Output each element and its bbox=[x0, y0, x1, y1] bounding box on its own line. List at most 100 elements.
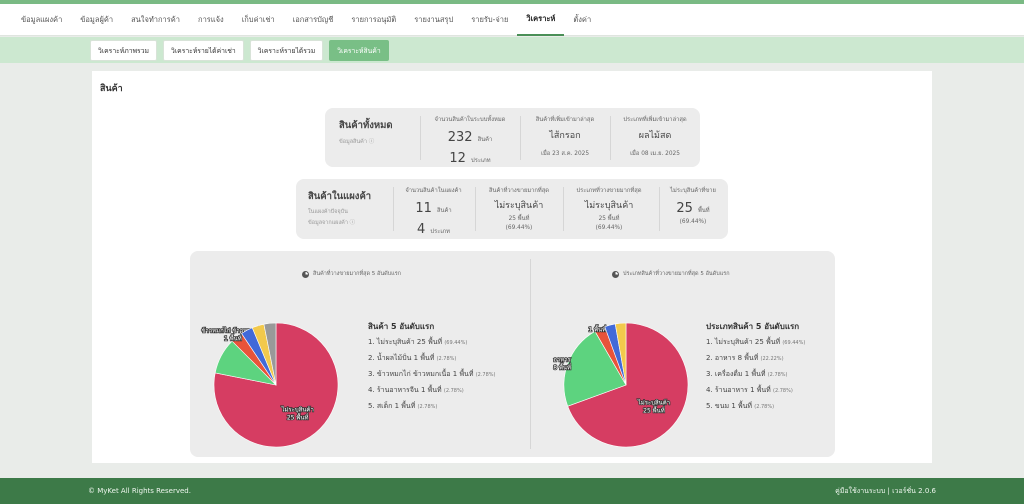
subnav-button[interactable]: วิเคราะห์รายได้รวม bbox=[249, 39, 324, 61]
divider bbox=[563, 187, 564, 231]
legend-title: สินค้า 5 อันดับแรก bbox=[368, 322, 435, 331]
chart1-legend: สินค้า 5 อันดับแรก 1. ไม่ระบุสินค้า 25 พื… bbox=[368, 320, 495, 417]
legend-rank: 3. bbox=[706, 370, 715, 378]
legend-category: ข้าวหมกไก่ ข้าวหมกเนื้อ bbox=[376, 370, 451, 378]
legend-value: 25 bbox=[754, 338, 764, 346]
subnav-button[interactable]: วิเคราะห์ภาพรวม bbox=[90, 39, 158, 61]
legend-category: น้ำผลไม้ปั่น bbox=[376, 354, 412, 362]
market-products-header: สินค้าในแผงค้า ในแผงค้าปัจจุบัน ข้อมูลจา… bbox=[308, 191, 372, 226]
pie-slice[interactable] bbox=[567, 322, 689, 448]
pie-slice-label: ไม่ระบุสินค้า bbox=[280, 405, 313, 413]
top-accent-bar bbox=[0, 0, 1024, 4]
legend-percent: (2.78%) bbox=[436, 356, 457, 362]
market-products-count: จำนวนสินค้าในแผงค้า 11 สินค้า 4 ประเภท bbox=[405, 188, 462, 237]
pie-chart-icon bbox=[612, 270, 619, 278]
legend-rank: 3. bbox=[368, 370, 377, 378]
copyright: © MyKet All Rights Reserved. bbox=[88, 487, 191, 495]
legend-rank: 2. bbox=[706, 354, 715, 362]
legend-value: 1 bbox=[452, 370, 458, 378]
pie-slice-label: ไม่ระบุสินค้า bbox=[637, 399, 670, 407]
nav-item[interactable]: เอกสารบัญชี bbox=[292, 14, 334, 24]
legend-percent: (2.78%) bbox=[773, 388, 793, 394]
legend-value: 8 bbox=[737, 354, 743, 362]
charts-divider bbox=[530, 259, 531, 449]
latest-type: ประเภทที่เพิ่มเข้ามาล่าสุด ผลไม้สด เมื่อ… bbox=[623, 117, 687, 157]
main-nav: ข้อมูลแผงค้า ข้อมูลผู้ค้า สนใจทำการค้า การแ… bbox=[0, 4, 1024, 36]
analysis-subnav: วิเคราะห์ภาพรวม วิเคราะห์รายได้ค่าเช่า วิเ… bbox=[0, 37, 1024, 63]
legend-unit: พื้นที่ bbox=[459, 370, 474, 378]
legend-category: ไม่ระบุสินค้า bbox=[714, 338, 753, 346]
legend-unit: พื้นที่ bbox=[766, 338, 781, 346]
legend-item: 2. อาหาร 8 พื้นที่ (22.22%) bbox=[706, 353, 805, 364]
divider bbox=[475, 187, 476, 231]
nav-item[interactable]: ข้อมูลผู้ค้า bbox=[80, 14, 114, 24]
legend-unit: พื้นที่ bbox=[401, 402, 416, 410]
legend-category: ไม่ระบุสินค้า bbox=[376, 338, 415, 346]
legend-unit: พื้นที่ bbox=[751, 370, 766, 378]
legend-item: 4. ร้านอาหาร 1 พื้นที่ (2.78%) bbox=[706, 385, 805, 396]
legend-percent: (2.78%) bbox=[754, 404, 775, 410]
latest-product: สินค้าที่เพิ่มเข้ามาล่าสุด ไส้กรอก เมื่อ… bbox=[535, 117, 595, 157]
pie-slice[interactable] bbox=[614, 322, 627, 386]
legend-percent: (22.22%) bbox=[760, 356, 784, 362]
legend-value: 1 bbox=[394, 402, 400, 410]
legend-rank: 4. bbox=[706, 386, 715, 394]
legend-percent: (2.78%) bbox=[417, 404, 438, 410]
legend-unit: พื้นที่ bbox=[744, 354, 759, 362]
pie-slice-label: 8 พื้นที่ bbox=[553, 362, 571, 372]
legend-item: 4. ร้านอาหารจีน 1 พื้นที่ (2.78%) bbox=[368, 385, 495, 396]
legend-item: 5. ขนม 1 พื้นที่ (2.78%) bbox=[706, 401, 805, 412]
chart2-title: ประเภทสินค้าที่วางขายมากที่สุด 5 อันดับแ… bbox=[612, 270, 730, 278]
legend-item: 3. เครื่องดื่ม 1 พื้นที่ (2.78%) bbox=[706, 369, 805, 380]
legend-unit: พื้นที่ bbox=[756, 386, 771, 394]
chart1-pie: ไม่ระบุสินค้า25 พื้นที่ ข้าวหมกไก่ ข้าวหม… bbox=[201, 322, 339, 448]
pie-slice-label: 1 พื้นที่ bbox=[588, 323, 606, 333]
main-panel: สินค้า สินค้าทั้งหมด ข้อมูลสินค้า ⓘ จำนว… bbox=[92, 71, 932, 463]
nav-item[interactable]: สนใจทำการค้า bbox=[131, 14, 181, 24]
legend-percent: (2.78%) bbox=[475, 372, 496, 378]
all-products-card: สินค้าทั้งหมด ข้อมูลสินค้า ⓘ จำนวนสินค้า… bbox=[325, 108, 700, 167]
legend-unit: พื้นที่ bbox=[738, 402, 753, 410]
pie-slice-label: 25 พื้นที่ bbox=[643, 405, 665, 415]
legend-unit: พื้นที่ bbox=[427, 386, 442, 394]
nav-item[interactable]: ข้อมูลแผงค้า bbox=[21, 14, 63, 24]
legend-value: 25 bbox=[416, 338, 426, 346]
subnav-button[interactable]: วิเคราะห์สินค้า bbox=[329, 39, 389, 61]
legend-value: 1 bbox=[750, 386, 755, 394]
legend-category: ร้านอาหาร bbox=[714, 386, 748, 394]
legend-item: 2. น้ำผลไม้ปั่น 1 พื้นที่ (2.78%) bbox=[368, 353, 495, 364]
legend-percent: (2.78%) bbox=[443, 388, 464, 394]
top-type: ประเภทที่วางขายมากที่สุด ไม่ระบุสินค้า 2… bbox=[576, 188, 642, 231]
pie-slice[interactable] bbox=[563, 330, 627, 407]
legend-rank: 5. bbox=[706, 402, 715, 410]
subnav-button[interactable]: วิเคราะห์รายได้ค่าเช่า bbox=[163, 39, 244, 61]
chart1-title: สินค้าที่วางขายมากที่สุด 5 อันดับแรก bbox=[302, 270, 401, 278]
legend-value: 1 bbox=[420, 386, 426, 394]
legend-category: อาหาร bbox=[714, 354, 736, 362]
pie-slice-label: ข้าวหมกไก่ ข้าวหมกเนื้อ bbox=[201, 324, 264, 334]
legend-percent: (2.78%) bbox=[767, 372, 788, 378]
legend-rank: 2. bbox=[368, 354, 377, 362]
legend-item: 5. สเต็ก 1 พื้นที่ (2.78%) bbox=[368, 401, 495, 412]
market-products-title: สินค้าในแผงค้า bbox=[308, 191, 372, 202]
legend-value: 1 bbox=[413, 354, 419, 362]
nav-item[interactable]: เก็บค่าเช่า bbox=[241, 14, 275, 24]
pie-slice-label: 1 พื้นที่ bbox=[224, 332, 242, 342]
pie-chart-icon bbox=[302, 270, 309, 278]
nav-item[interactable]: ตั้งค่า bbox=[573, 14, 592, 24]
divider bbox=[393, 187, 394, 231]
nav-item[interactable]: การแจ้ง bbox=[198, 14, 224, 24]
legend-percent: (69.44%) bbox=[444, 340, 468, 346]
nav-item[interactable]: รายงานสรุป bbox=[414, 14, 454, 24]
legend-unit: พื้นที่ bbox=[420, 354, 435, 362]
legend-value: 1 bbox=[731, 402, 736, 410]
all-products-count: จำนวนสินค้าในระบบทั้งหมด 232 สินค้า 12 ป… bbox=[434, 117, 506, 166]
nav-item[interactable]: รายการอนุมัติ bbox=[351, 14, 397, 24]
manual-link[interactable]: คู่มือใช้งานระบบ | เวอร์ชั่น 2.0.6 bbox=[835, 486, 936, 495]
nav-item[interactable]: รายรับ-จ่าย bbox=[471, 14, 509, 24]
pie-slice[interactable] bbox=[263, 322, 277, 386]
nav-item[interactable]: วิเคราะห์ bbox=[517, 4, 565, 36]
divider bbox=[520, 116, 521, 160]
legend-item: 1. ไม่ระบุสินค้า 25 พื้นที่ (69.44%) bbox=[368, 337, 495, 348]
